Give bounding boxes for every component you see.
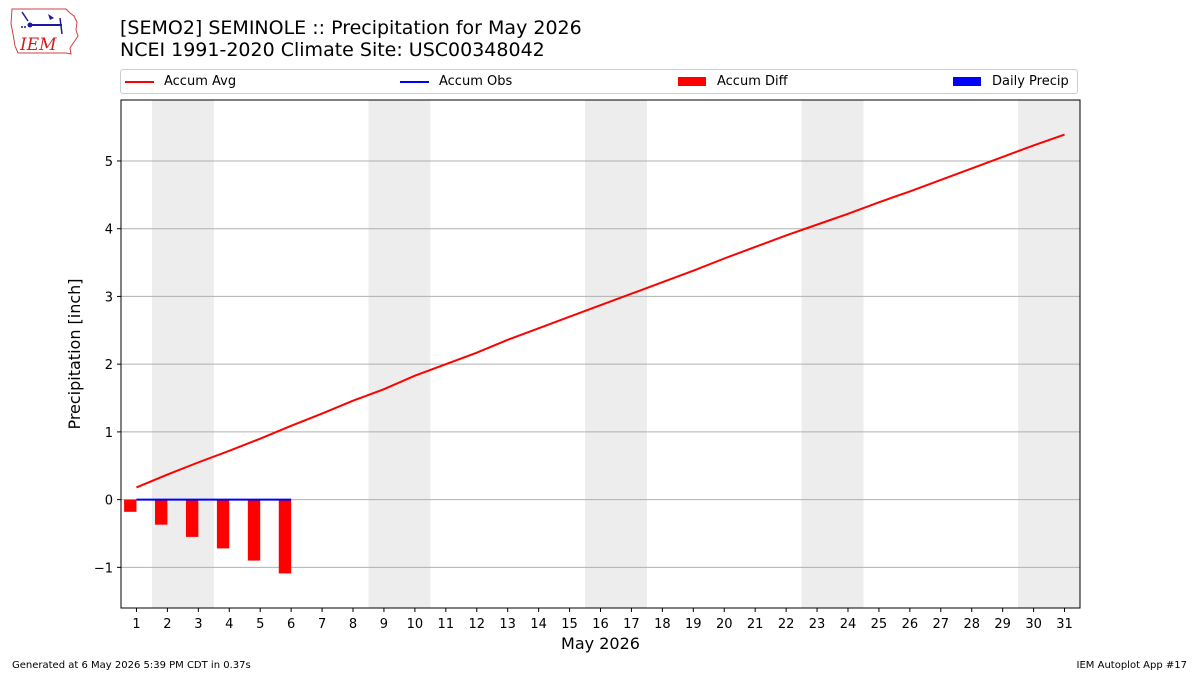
x-tick-label: 29 [994, 617, 1011, 632]
x-tick-label: 10 [407, 617, 424, 632]
legend-label-daily-precip: Daily Precip [992, 74, 1069, 89]
x-tick-label: 15 [561, 617, 578, 632]
legend-label-accum-obs: Accum Obs [439, 74, 513, 89]
accum-avg-line [136, 133, 1065, 489]
accum-diff-bar-1 [124, 499, 137, 512]
legend-item-accum-avg: Accum Avg [125, 70, 236, 93]
legend-label-accum-diff: Accum Diff [717, 74, 788, 89]
x-tick-label: 5 [256, 617, 264, 632]
accum-diff-bar-4 [216, 499, 230, 549]
x-tick-label: 25 [871, 617, 888, 632]
weekend-band-3 [801, 100, 864, 608]
x-tick-label: 16 [592, 617, 609, 632]
footer-app: IEM Autoplot App #17 [1076, 660, 1187, 671]
accum-diff-bar-5 [247, 499, 261, 561]
x-tick-label: 26 [902, 617, 919, 632]
accum-diff-bar-2 [155, 499, 168, 525]
chart-title: [SEMO2] SEMINOLE :: Precipitation for Ma… [120, 17, 582, 39]
y-tick-label: −1 [94, 561, 113, 576]
chart-subtitle: NCEI 1991-2020 Climate Site: USC00348042 [120, 39, 545, 61]
y-tick-label: 3 [105, 290, 113, 305]
x-tick-label: 4 [225, 617, 233, 632]
weekend-band-2 [585, 100, 647, 608]
x-tick-label: 22 [778, 617, 795, 632]
legend-swatch-accum-obs [400, 80, 429, 83]
iem-logo: IEM [10, 8, 79, 55]
x-tick-label: 24 [840, 617, 857, 632]
x-tick-label: 7 [318, 617, 326, 632]
legend-swatch-accum-avg [125, 80, 154, 83]
x-axis-label: May 2026 [561, 634, 640, 653]
x-tick-label: 18 [654, 617, 671, 632]
accum-diff-bar-6 [278, 499, 292, 574]
y-tick-label: 4 [105, 223, 113, 238]
x-tick-label: 2 [163, 617, 171, 632]
weekend-band-4 [1018, 100, 1080, 608]
x-tick-label: 12 [468, 617, 485, 632]
x-tick-label: 6 [287, 617, 295, 632]
x-tick-label: 9 [380, 617, 388, 632]
footer-generated: Generated at 6 May 2026 5:39 PM CDT in 0… [12, 660, 251, 671]
x-tick-label: 13 [499, 617, 516, 632]
x-tick-label: 3 [194, 617, 202, 632]
x-tick-label: 19 [685, 617, 702, 632]
y-tick-label: 2 [105, 358, 113, 373]
y-axis-label: Precipitation [inch] [65, 278, 84, 429]
chart-legend: Accum Avg Accum Obs Accum Diff Daily Pre… [120, 69, 1078, 94]
y-tick-label: 5 [105, 155, 113, 170]
x-tick-label: 14 [530, 617, 547, 632]
x-tick-label: 23 [809, 617, 826, 632]
legend-item-accum-diff: Accum Diff [678, 70, 788, 93]
x-tick-label: 11 [438, 617, 455, 632]
x-tick-label: 27 [933, 617, 950, 632]
logo-text: IEM [19, 35, 57, 55]
x-tick-label: 31 [1056, 617, 1073, 632]
x-tick-label: 28 [963, 617, 980, 632]
weekend-band-0 [151, 100, 214, 608]
x-tick-label: 21 [747, 617, 764, 632]
y-tick-label: 1 [105, 426, 113, 441]
accum-diff-bar-3 [185, 499, 199, 537]
legend-item-daily-precip: Daily Precip [953, 70, 1069, 93]
legend-item-accum-obs: Accum Obs [400, 70, 512, 93]
legend-swatch-daily-precip [953, 77, 981, 86]
legend-label-accum-avg: Accum Avg [164, 74, 237, 89]
x-tick-label: 1 [132, 617, 140, 632]
x-tick-label: 17 [623, 617, 640, 632]
weekend-band-1 [368, 100, 431, 608]
y-tick-label: 0 [105, 494, 113, 509]
x-tick-label: 30 [1025, 617, 1042, 632]
x-tick-label: 20 [716, 617, 733, 632]
x-tick-label: 8 [349, 617, 357, 632]
legend-swatch-accum-diff [678, 77, 706, 86]
